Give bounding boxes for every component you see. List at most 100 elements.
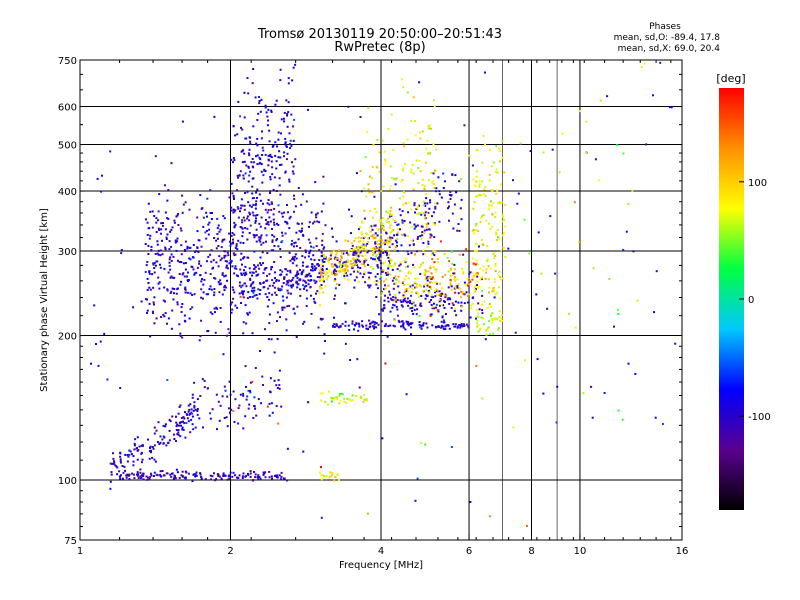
data-point	[144, 243, 147, 245]
data-point	[449, 279, 452, 282]
data-point	[343, 400, 346, 403]
data-point	[359, 272, 362, 275]
data-point	[375, 296, 378, 298]
data-point	[221, 272, 224, 275]
data-point	[347, 324, 350, 327]
data-point	[382, 226, 385, 229]
data-point	[472, 229, 475, 231]
data-point	[370, 177, 373, 180]
data-point	[480, 278, 483, 281]
data-point	[249, 470, 252, 473]
data-point	[466, 294, 469, 297]
data-point	[362, 325, 364, 328]
data-point	[344, 324, 347, 327]
data-point	[422, 289, 425, 292]
data-point	[180, 311, 183, 313]
data-point	[387, 325, 390, 328]
data-point	[418, 321, 421, 323]
data-point	[151, 210, 154, 213]
data-point	[189, 246, 192, 249]
data-point	[275, 280, 278, 283]
data-point	[310, 245, 313, 248]
data-point	[392, 177, 395, 180]
data-point	[395, 300, 398, 303]
data-point	[210, 288, 213, 291]
data-point	[331, 472, 334, 475]
data-point	[475, 222, 478, 225]
data-point	[337, 478, 340, 481]
data-point	[186, 413, 188, 416]
data-point	[416, 250, 419, 253]
data-point	[175, 440, 177, 442]
data-point	[163, 286, 166, 289]
data-point	[280, 132, 282, 135]
data-point	[243, 208, 246, 211]
data-point	[275, 405, 278, 408]
data-point	[249, 224, 252, 227]
data-point	[348, 328, 351, 331]
data-point	[383, 241, 386, 244]
data-point	[146, 277, 149, 280]
data-point	[278, 474, 281, 477]
data-point	[264, 170, 267, 173]
data-point	[180, 253, 183, 256]
data-point	[490, 188, 493, 191]
data-point	[314, 301, 317, 304]
data-point	[288, 304, 291, 307]
data-point	[363, 394, 366, 397]
data-point	[406, 138, 409, 141]
data-point	[225, 334, 228, 337]
data-point	[426, 294, 429, 297]
data-point	[334, 264, 337, 267]
data-point	[193, 473, 196, 476]
data-point	[444, 328, 447, 331]
data-point	[476, 272, 479, 274]
data-point	[259, 262, 262, 265]
data-point	[400, 320, 403, 323]
data-point	[353, 286, 356, 289]
data-point	[388, 263, 391, 266]
data-point	[302, 269, 305, 272]
data-point	[414, 253, 417, 256]
data-point	[179, 335, 182, 337]
data-point	[266, 211, 269, 214]
data-point	[494, 293, 497, 296]
data-point	[355, 261, 358, 264]
data-point	[393, 277, 396, 280]
data-point	[229, 244, 232, 247]
data-point	[251, 158, 254, 160]
data-point	[350, 232, 352, 235]
data-point	[517, 192, 520, 195]
data-point	[352, 263, 355, 266]
data-point	[307, 273, 310, 276]
data-point	[346, 259, 349, 262]
data-point	[411, 310, 413, 312]
data-point	[291, 258, 294, 261]
data-point	[279, 273, 282, 276]
data-point	[103, 332, 106, 335]
data-point	[436, 258, 439, 260]
data-point	[165, 236, 168, 239]
data-point	[156, 240, 159, 243]
data-point	[322, 202, 325, 205]
data-point	[375, 280, 378, 282]
data-point	[409, 323, 412, 325]
data-point	[454, 308, 457, 310]
data-point	[159, 249, 162, 252]
data-point	[333, 268, 336, 271]
data-point	[213, 115, 216, 118]
data-point	[254, 204, 257, 207]
data-point	[319, 270, 322, 273]
data-point	[555, 421, 558, 424]
data-point	[268, 216, 271, 219]
data-point	[363, 251, 366, 254]
data-point	[378, 253, 381, 256]
data-point	[171, 415, 174, 418]
data-point	[430, 234, 433, 237]
data-point	[292, 125, 294, 128]
data-point	[393, 325, 396, 328]
data-point	[366, 512, 369, 515]
data-point	[357, 259, 360, 262]
data-point	[357, 236, 360, 239]
data-point	[184, 320, 187, 323]
